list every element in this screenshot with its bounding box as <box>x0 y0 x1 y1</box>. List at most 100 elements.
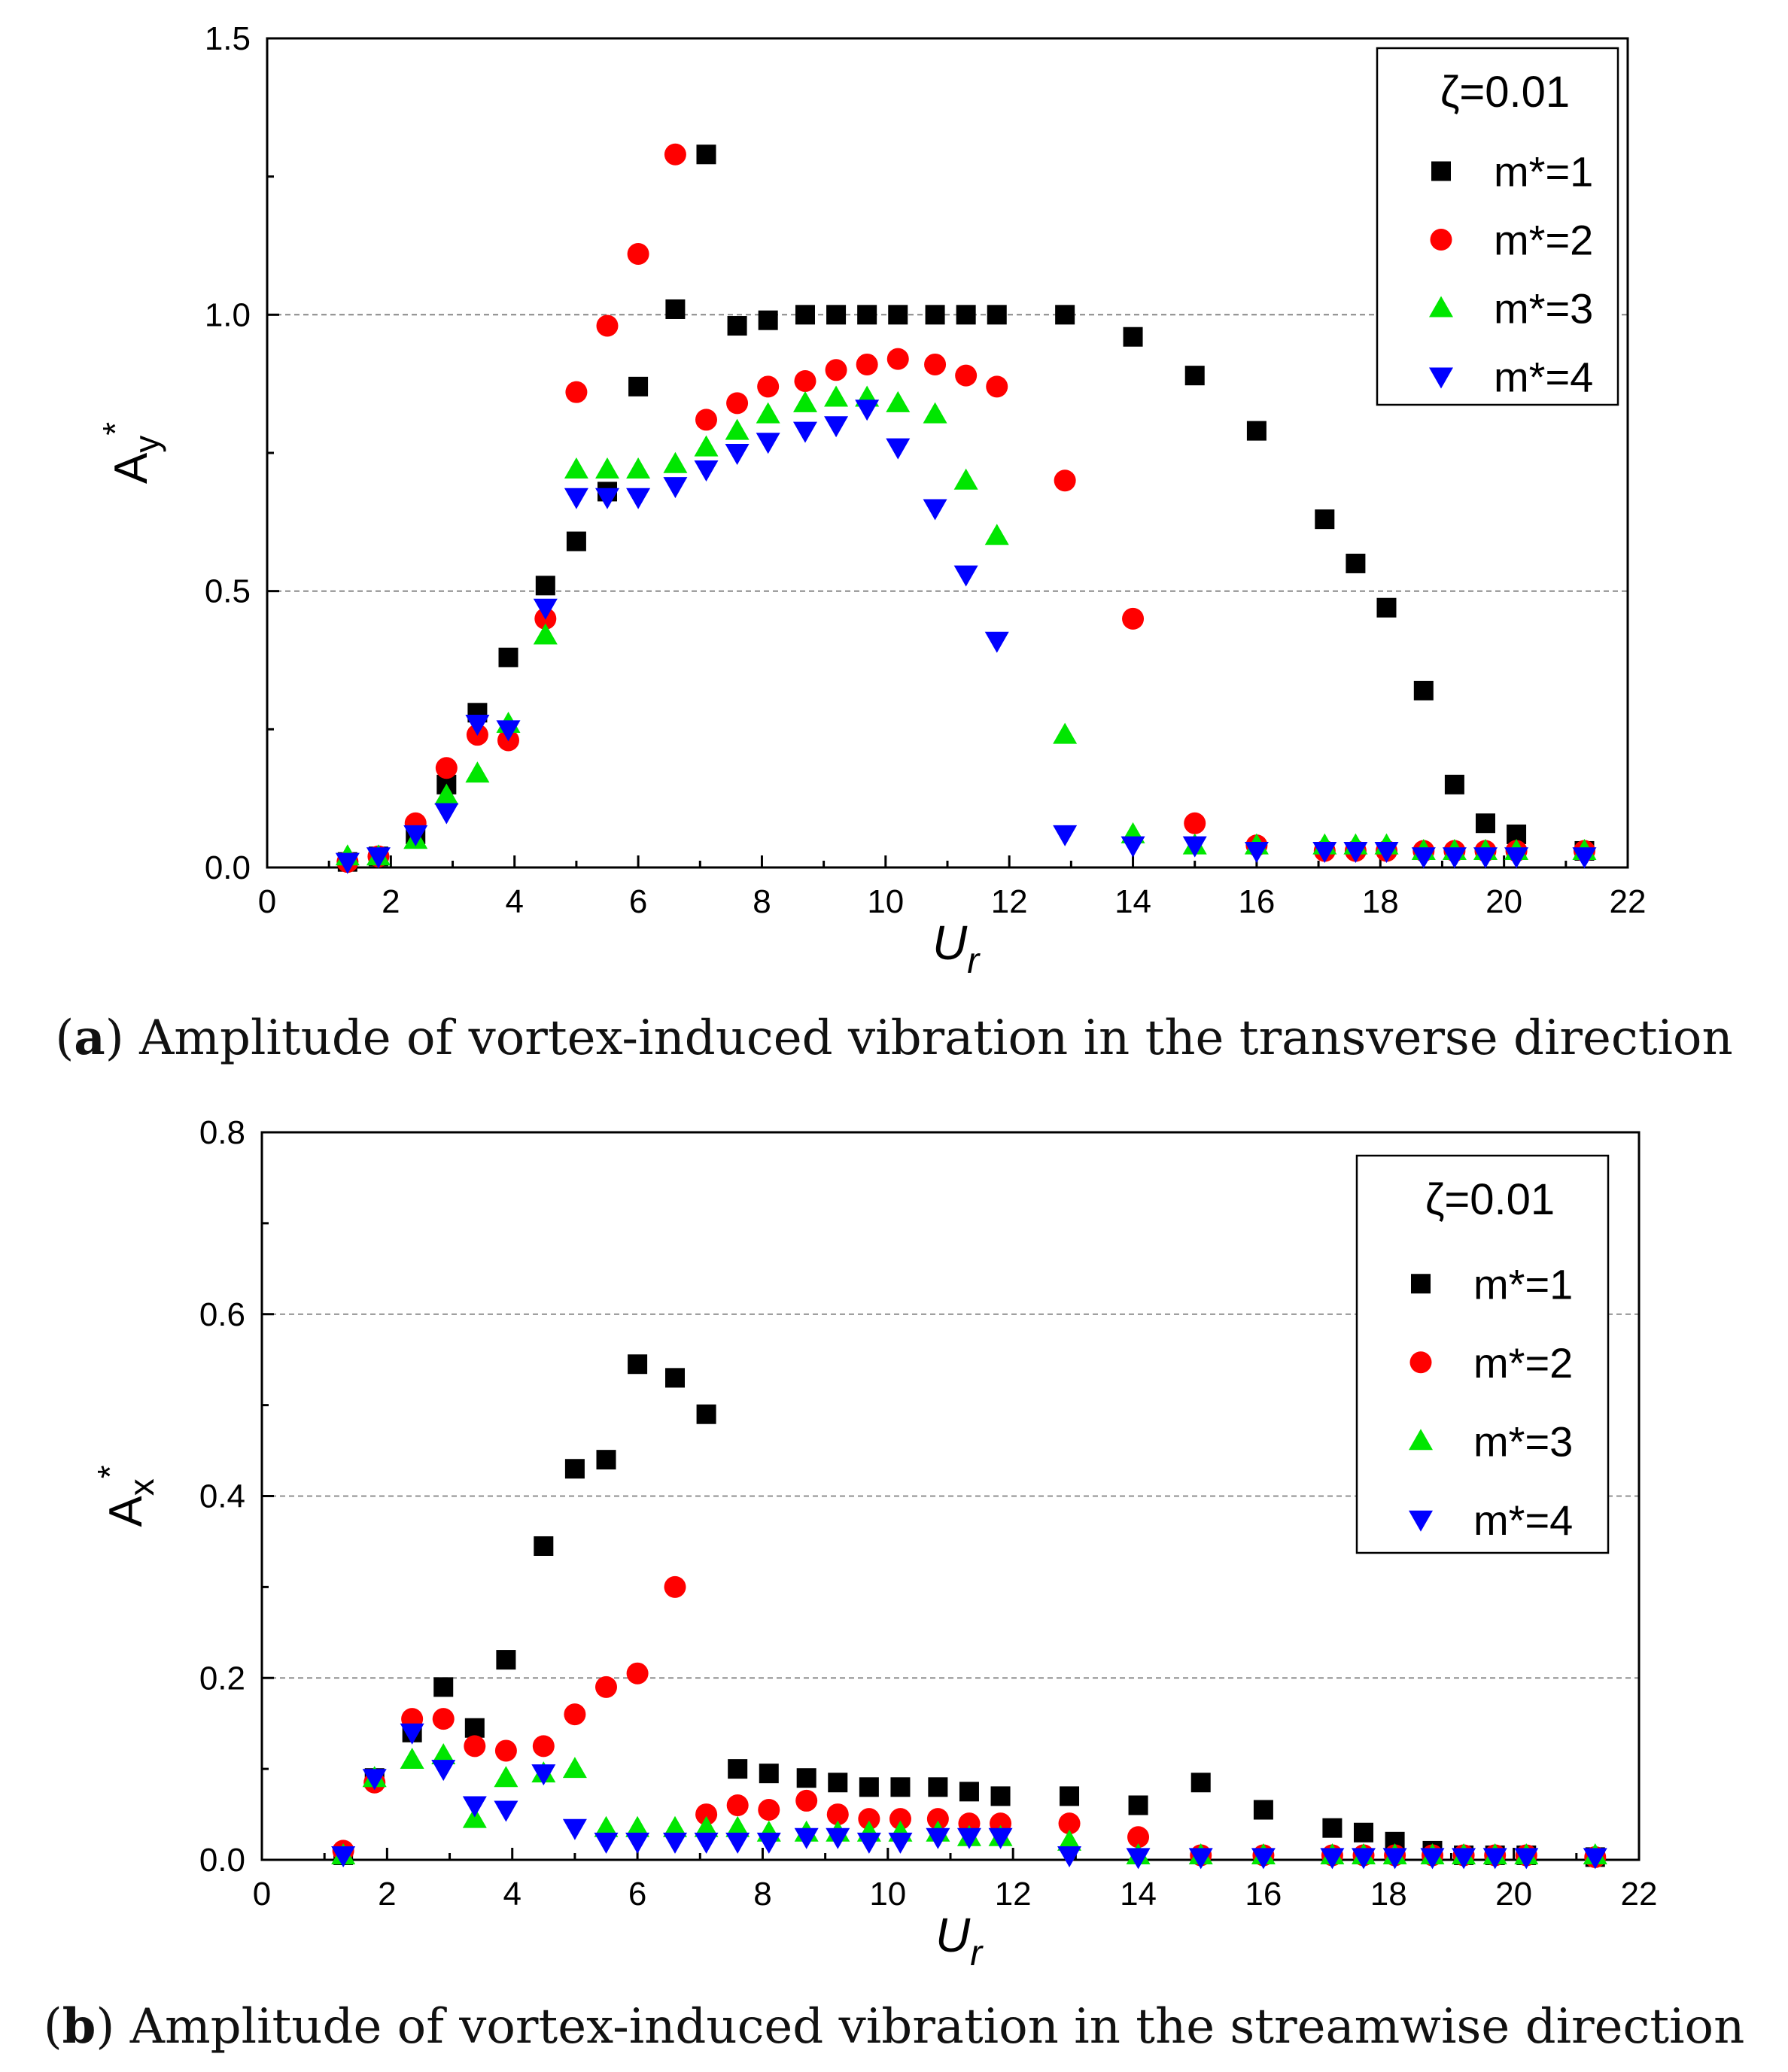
data-point <box>498 647 518 667</box>
caption-b-label: b <box>62 1998 96 2055</box>
data-point <box>564 457 588 479</box>
data-point <box>856 1832 881 1854</box>
data-point <box>403 825 428 846</box>
data-point <box>434 803 459 825</box>
data-point <box>756 1832 781 1854</box>
x-tick-label: 4 <box>505 883 523 920</box>
data-point <box>953 468 978 490</box>
data-point <box>694 1832 719 1854</box>
data-point <box>1253 1800 1273 1820</box>
data-point <box>1188 1848 1213 1870</box>
y-tick-label: 0.2 <box>199 1660 245 1697</box>
x-tick-label: 2 <box>378 1876 396 1912</box>
legend-marker <box>1409 1351 1432 1374</box>
data-point <box>792 421 817 443</box>
y-tick-label: 0.8 <box>199 1114 245 1151</box>
y-tick-label: 0.0 <box>199 1842 245 1879</box>
data-point <box>1354 1822 1373 1843</box>
data-point <box>826 305 847 325</box>
data-point <box>464 1735 486 1758</box>
data-point <box>1055 305 1075 325</box>
y-tick-label: 0.6 <box>199 1296 245 1333</box>
x-tick-label: 12 <box>995 1876 1032 1912</box>
data-point <box>1057 1829 1082 1851</box>
data-point <box>1184 366 1205 386</box>
x-tick-label: 16 <box>1245 1876 1282 1912</box>
x-axis-label-sub: r <box>967 941 981 981</box>
data-point <box>757 375 780 398</box>
data-point <box>625 1815 650 1837</box>
data-point <box>1251 1848 1276 1870</box>
data-point <box>534 1536 554 1556</box>
data-point <box>1184 812 1206 834</box>
data-point <box>955 364 978 387</box>
data-point <box>366 847 391 869</box>
data-point <box>984 524 1009 545</box>
x-axis-label-main: U <box>935 1908 971 1962</box>
caption-a-label: a <box>74 1010 105 1066</box>
legend-box <box>1355 1154 1610 1554</box>
data-point <box>335 852 360 874</box>
legend-label: m*=2 <box>1473 1339 1573 1387</box>
x-tick-label: 0 <box>253 1876 271 1912</box>
data-point <box>858 1808 880 1830</box>
legend-label: m*=2 <box>1494 217 1593 264</box>
data-point <box>959 1782 979 1802</box>
data-point <box>888 305 908 325</box>
data-point <box>696 1404 716 1424</box>
x-tick-label: 16 <box>1238 883 1275 920</box>
data-point <box>756 402 780 424</box>
data-point <box>665 299 686 319</box>
data-point <box>859 1777 879 1797</box>
data-point <box>626 1662 649 1685</box>
legend-marker <box>1431 161 1451 181</box>
data-point <box>794 369 816 392</box>
x-tick-label: 18 <box>1370 1876 1407 1912</box>
data-point <box>628 376 649 396</box>
data-point <box>535 576 555 596</box>
data-point <box>594 1815 619 1837</box>
data-point <box>400 1748 424 1770</box>
data-point <box>1352 1848 1376 1870</box>
data-point <box>796 1768 816 1788</box>
data-point <box>1452 1848 1476 1870</box>
data-point <box>694 1815 719 1837</box>
data-point <box>532 1735 555 1758</box>
data-point <box>795 305 815 325</box>
data-point <box>533 598 558 620</box>
data-point <box>665 1368 685 1388</box>
legend-label: m*=1 <box>1473 1260 1573 1308</box>
x-tick-label: 8 <box>753 883 771 920</box>
data-point <box>694 460 719 482</box>
data-point <box>595 488 619 509</box>
x-tick-label: 20 <box>1495 1876 1532 1912</box>
x-tick-label: 18 <box>1362 883 1399 920</box>
data-point <box>725 1832 750 1854</box>
data-point <box>564 1459 585 1479</box>
data-point <box>462 1806 487 1828</box>
x-axis-label: Ur <box>935 1908 984 1973</box>
series-4 <box>331 1723 1607 1870</box>
data-point <box>494 1800 518 1822</box>
data-point <box>494 1739 517 1762</box>
data-point <box>431 1760 456 1782</box>
x-tick-label: 0 <box>258 883 276 920</box>
data-point <box>431 1742 456 1764</box>
data-point <box>888 1832 913 1854</box>
data-point <box>564 488 588 509</box>
x-tick-label: 2 <box>382 883 400 920</box>
data-point <box>464 1718 485 1738</box>
data-point <box>1475 813 1495 834</box>
data-point <box>433 1677 454 1697</box>
data-point <box>627 243 649 266</box>
data-point <box>1572 847 1597 869</box>
data-point <box>435 757 458 779</box>
data-point <box>857 305 877 325</box>
data-point <box>926 1827 950 1849</box>
data-point <box>923 499 947 521</box>
data-point <box>562 1818 587 1840</box>
legend-title: ζ=0.01 <box>1425 1175 1555 1224</box>
data-point <box>758 1799 780 1821</box>
data-point <box>462 1796 487 1818</box>
